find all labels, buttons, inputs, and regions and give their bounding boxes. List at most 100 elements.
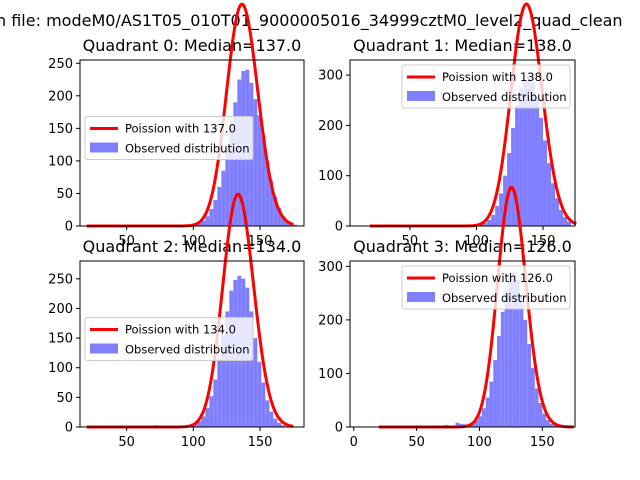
legend-observed-swatch xyxy=(407,292,435,302)
histogram-bar xyxy=(221,170,226,226)
legend: Poission with 126.0 Observed distribution xyxy=(401,265,571,310)
histogram-bar xyxy=(201,220,206,226)
histogram-bar xyxy=(205,408,210,427)
histogram-bar xyxy=(567,221,572,226)
histogram-bar xyxy=(535,97,540,227)
x-tick-label: 0 xyxy=(350,435,358,450)
histogram-bar xyxy=(201,416,206,427)
histogram-bar xyxy=(209,209,214,226)
histogram-bar xyxy=(485,397,490,427)
histogram-bar xyxy=(519,87,524,227)
histogram-bar xyxy=(563,216,568,226)
chart-title: Quadrant 3: Median=126.0 xyxy=(353,237,572,256)
x-tick-label: 100 xyxy=(181,234,206,249)
histogram-bar xyxy=(500,311,505,427)
histogram-bar xyxy=(491,214,496,226)
legend-observed-swatch xyxy=(90,142,118,153)
histogram-bar xyxy=(549,423,554,427)
plot-frame xyxy=(349,260,576,428)
legend-fit-label: Poission with 126.0 xyxy=(442,271,553,285)
y-tick-label: 150 xyxy=(48,122,73,137)
y-tick-label: 50 xyxy=(56,187,73,202)
histogram-bar xyxy=(273,418,278,427)
y-tick-label: 0 xyxy=(335,421,343,436)
histogram-bar xyxy=(281,425,286,427)
histogram-bar xyxy=(483,222,488,226)
histogram-bar xyxy=(261,382,266,427)
legend-box xyxy=(84,116,254,160)
x-tick-label: 100 xyxy=(181,435,206,450)
histogram-bar xyxy=(277,207,282,226)
histogram-bar xyxy=(499,193,504,226)
histogram-bar xyxy=(277,422,282,427)
legend-observed-swatch xyxy=(90,343,118,354)
figure-title: n file: modeM0/AS1T05_010T01_9000005016_… xyxy=(0,11,623,31)
histogram-bar xyxy=(197,222,202,226)
histogram-bar xyxy=(538,402,543,427)
histogram-bar xyxy=(489,381,494,427)
y-tick-label: 100 xyxy=(48,361,73,376)
y-tick-label: 200 xyxy=(318,313,343,328)
histogram-bar xyxy=(257,115,262,226)
legend: Poission with 137.0 Observed distribution xyxy=(84,116,254,160)
histogram-bar xyxy=(253,99,258,226)
y-tick-label: 0 xyxy=(65,421,73,436)
histogram-bar xyxy=(543,140,548,226)
chart-panel-quadrant-1: Quadrant 1: Median=138.0 50 100 150 0 100 200 3… xyxy=(318,2,577,249)
legend-fit-label: Poission with 137.0 xyxy=(125,122,236,136)
histogram-bar xyxy=(527,75,532,226)
histogram-bar xyxy=(269,180,274,226)
histogram-bar xyxy=(495,205,500,226)
x-tick-label: 100 xyxy=(467,435,492,450)
histogram-bar xyxy=(503,175,508,226)
histogram-bar xyxy=(455,422,460,427)
legend-observed-label: Observed distribution xyxy=(125,343,250,357)
histogram-bar xyxy=(523,319,528,427)
histogram-bar xyxy=(523,80,528,226)
x-tick-label: 100 xyxy=(464,234,489,249)
histogram-bar xyxy=(531,82,536,227)
histogram-bar xyxy=(285,220,290,226)
histogram-bar xyxy=(197,421,202,427)
legend-fit-label: Poission with 134.0 xyxy=(125,323,236,337)
y-tick-label: 200 xyxy=(48,302,73,317)
histogram-bar xyxy=(213,199,218,226)
histogram-bar xyxy=(553,425,558,427)
y-tick-label: 100 xyxy=(318,367,343,382)
histogram-bar xyxy=(474,420,479,427)
histogram-bar xyxy=(493,360,498,427)
x-tick-label: 50 xyxy=(408,435,425,450)
chart-panel-quadrant-2: Quadrant 2: Median=134.050 100 15005010015… xyxy=(48,192,305,450)
legend-box xyxy=(84,317,254,361)
y-tick-label: 300 xyxy=(318,260,343,275)
x-tick-label: 50 xyxy=(118,234,135,249)
histogram-bar xyxy=(487,219,492,226)
y-tick-label: 100 xyxy=(48,154,73,169)
histogram-bar xyxy=(257,361,262,427)
legend-box xyxy=(401,64,571,109)
y-tick-label: 0 xyxy=(65,220,73,235)
histogram-bar xyxy=(265,160,270,226)
histogram-bar xyxy=(559,209,564,226)
histogram-bar xyxy=(225,311,230,427)
histogram-bar xyxy=(213,379,218,427)
histogram-bar xyxy=(261,134,266,226)
legend-observed-label: Observed distribution xyxy=(442,291,567,305)
y-tick-label: 250 xyxy=(48,272,73,287)
histogram-bar xyxy=(515,279,520,427)
histogram-bar xyxy=(497,335,501,427)
x-tick-label: 150 xyxy=(531,234,556,249)
histogram-bar xyxy=(546,420,550,427)
histogram-bar xyxy=(269,411,274,427)
histogram-bar xyxy=(233,102,238,226)
x-tick-label: 50 xyxy=(118,435,135,450)
histogram-bar xyxy=(527,344,532,427)
histogram-bar xyxy=(229,125,234,226)
y-tick-label: 300 xyxy=(318,69,343,84)
histogram-bar xyxy=(504,290,509,427)
histogram-bar xyxy=(539,117,544,226)
y-tick-label: 100 xyxy=(318,169,343,184)
histogram-bar xyxy=(508,277,513,427)
histogram-bar xyxy=(217,358,222,427)
